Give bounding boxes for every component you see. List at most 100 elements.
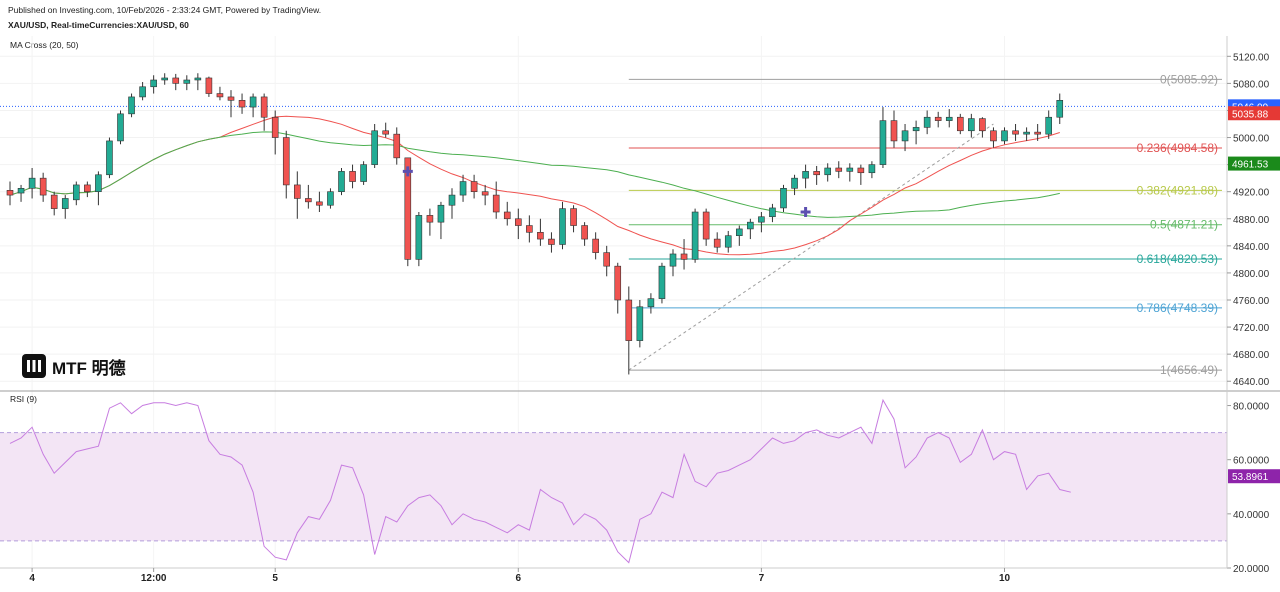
candle-body: [1001, 130, 1008, 142]
fib-level-label: 0.618(4820.53): [1137, 252, 1218, 266]
candle: [879, 107, 887, 168]
rsi-tick-label: 60.0000: [1233, 456, 1270, 467]
fib-level-label: 0.5(4871.21): [1150, 218, 1218, 232]
candle-body: [238, 100, 246, 108]
candle-body: [636, 306, 644, 341]
candle-body: [492, 194, 500, 213]
candle-body: [945, 116, 953, 121]
candle: [835, 161, 843, 179]
candle: [172, 73, 180, 91]
candle-body: [316, 201, 323, 206]
candle-body: [271, 116, 279, 138]
rsi-tick-label: 40.0000: [1233, 510, 1270, 521]
candle-body: [691, 211, 699, 260]
candle-body: [128, 96, 135, 115]
candle: [17, 184, 25, 202]
candle: [393, 127, 401, 165]
candle-body: [17, 188, 25, 194]
candle: [780, 184, 787, 212]
candle: [1023, 127, 1030, 141]
candle: [846, 163, 854, 182]
candle-body: [1045, 116, 1052, 135]
candle-body: [758, 216, 765, 223]
candle-body: [647, 298, 655, 308]
candle: [117, 110, 124, 145]
candle: [161, 73, 168, 85]
price-tick-label: 4840.00: [1233, 242, 1270, 253]
candle: [50, 191, 58, 216]
candle: [371, 124, 378, 168]
candle-body: [537, 232, 544, 240]
candle: [470, 174, 478, 199]
candle: [868, 161, 876, 179]
candlestick-series: [6, 73, 1064, 375]
cross-marker: [402, 166, 413, 177]
candle-body: [868, 164, 876, 174]
candle-body: [61, 198, 69, 209]
candle-body: [658, 265, 666, 299]
candle: [912, 120, 920, 145]
candle-body: [415, 215, 423, 260]
candle-body: [990, 130, 997, 142]
candle-body: [117, 113, 124, 142]
candle-body: [526, 225, 533, 233]
candle: [581, 222, 588, 246]
candle-body: [680, 253, 688, 260]
candle-body: [780, 188, 787, 209]
candle: [956, 113, 964, 135]
candle-body: [592, 238, 599, 253]
candle-body: [934, 116, 942, 121]
candle: [990, 127, 997, 148]
logo-text: MTF 明德: [52, 358, 126, 378]
candle-body: [28, 177, 36, 189]
candle-body: [581, 225, 588, 240]
candle: [691, 208, 699, 263]
candle: [503, 201, 511, 226]
candle-body: [713, 238, 721, 248]
candle: [183, 75, 191, 91]
candle-body: [360, 164, 367, 182]
candle: [28, 168, 36, 199]
candle-body: [50, 194, 58, 209]
candle: [249, 93, 257, 118]
candle-body: [139, 86, 146, 98]
candle: [459, 174, 467, 202]
candle: [592, 232, 599, 260]
candle: [227, 90, 235, 118]
candle-body: [824, 167, 832, 176]
candle: [260, 93, 268, 131]
candle: [526, 215, 533, 243]
rsi-last-value-box: [1228, 469, 1280, 484]
candle: [426, 208, 434, 236]
candle-body: [305, 198, 312, 203]
rsi-line: [9, 398, 1071, 564]
candle: [713, 232, 721, 253]
candle-body: [371, 130, 378, 165]
candle: [349, 164, 356, 189]
candle-body: [161, 77, 168, 81]
candle: [857, 164, 865, 185]
fib-trend-line: [628, 123, 994, 371]
candle-body: [669, 253, 677, 267]
candle: [194, 73, 202, 91]
candle: [327, 188, 334, 209]
candle: [769, 203, 776, 223]
candle-body: [923, 116, 931, 128]
candle: [636, 300, 644, 348]
candle-body: [95, 174, 102, 192]
candle: [305, 184, 312, 209]
price-tick-label: 4800.00: [1233, 269, 1270, 280]
candle: [1001, 127, 1008, 145]
candle-body: [724, 235, 732, 248]
candle: [1056, 93, 1064, 124]
candle: [680, 239, 688, 270]
candle: [890, 110, 898, 148]
price-tick-label: 4640.00: [1233, 377, 1270, 388]
candle-body: [150, 79, 157, 88]
candle-body: [514, 218, 522, 226]
candle: [758, 212, 765, 233]
candle: [625, 286, 633, 375]
candle-body: [1034, 131, 1041, 135]
cross-markers: [402, 166, 811, 217]
